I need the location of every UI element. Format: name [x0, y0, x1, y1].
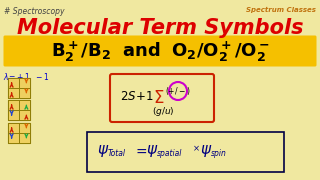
FancyBboxPatch shape	[4, 35, 316, 66]
Text: spatial: spatial	[157, 148, 182, 158]
Bar	[8, 100, 30, 120]
Bar	[8, 110, 19, 120]
Bar	[19, 123, 30, 133]
Text: Spectrum Classes: Spectrum Classes	[246, 7, 316, 13]
Bar	[8, 123, 19, 133]
Text: $2S\!+\!1$: $2S\!+\!1$	[120, 91, 154, 104]
Bar	[19, 100, 30, 110]
Bar	[19, 78, 30, 88]
FancyBboxPatch shape	[110, 74, 214, 122]
Bar	[8, 78, 30, 98]
Bar	[8, 123, 30, 143]
Bar	[8, 88, 19, 98]
Text: # Spectroscopy: # Spectroscopy	[4, 7, 65, 16]
Bar	[19, 133, 30, 143]
Bar	[19, 88, 30, 98]
Text: Total: Total	[108, 148, 126, 158]
Text: $(+/-)$: $(+/-)$	[165, 85, 191, 97]
Text: $\psi$: $\psi$	[200, 143, 212, 159]
Text: $\times$: $\times$	[192, 144, 200, 154]
Bar	[19, 110, 30, 120]
Bar	[8, 100, 19, 110]
Text: spin: spin	[211, 148, 227, 158]
Bar	[8, 78, 19, 88]
Text: $\Sigma$: $\Sigma$	[153, 89, 164, 107]
Text: $=$: $=$	[133, 144, 148, 158]
Text: $\lambda\!=\!+1\ \ -1$: $\lambda\!=\!+1\ \ -1$	[3, 71, 49, 82]
Bar	[8, 133, 19, 143]
Text: Molecular Term Symbols: Molecular Term Symbols	[17, 18, 303, 38]
Text: $\psi$: $\psi$	[146, 143, 158, 159]
Text: $\mathbf{B_2^+/B_2}$  $\mathbf{and}$  $\mathbf{O_2/O_2^+/O_2^-}$: $\mathbf{B_2^+/B_2}$ $\mathbf{and}$ $\ma…	[51, 40, 269, 64]
FancyBboxPatch shape	[87, 132, 284, 172]
Text: $\psi$: $\psi$	[97, 143, 109, 159]
Text: $(g/u)$: $(g/u)$	[152, 105, 174, 118]
